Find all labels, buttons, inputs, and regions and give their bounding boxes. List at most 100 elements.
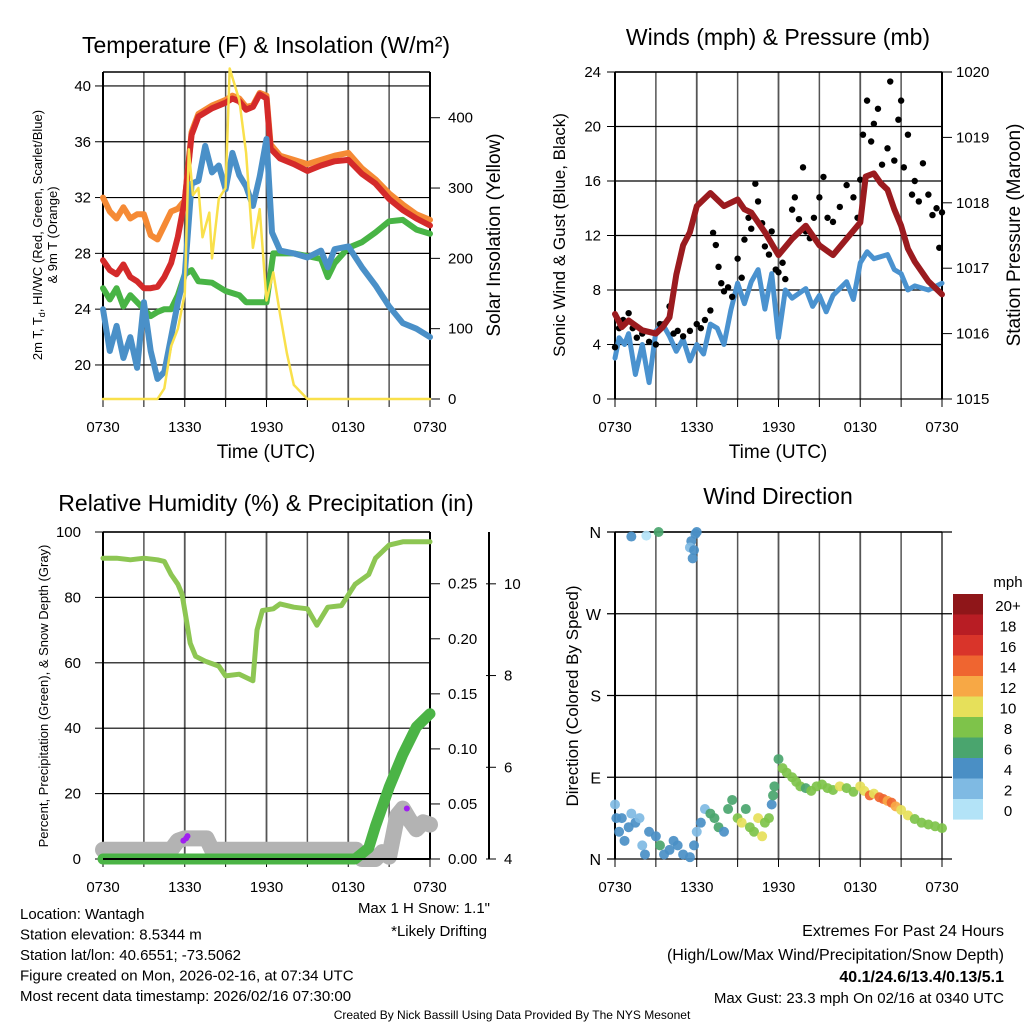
gust-point xyxy=(884,145,891,152)
y2-tick-label: 0.15 xyxy=(448,686,477,703)
wind-direction-point xyxy=(634,813,645,824)
x-tick-label: 0730 xyxy=(86,419,119,436)
wind-direction-point xyxy=(641,530,652,541)
y-tick-label: 40 xyxy=(64,720,81,737)
chart-title: Winds (mph) & Pressure (mb) xyxy=(626,24,930,50)
wind-direction-point xyxy=(684,852,695,863)
gust-point xyxy=(867,138,875,145)
credit-line: Created By Nick Bassill Using Data Provi… xyxy=(334,1008,691,1022)
gust-point xyxy=(933,205,940,212)
y-tick-label: 32 xyxy=(74,190,91,207)
panel-1: 0730 1330 1930 0130 073020242832364001002003… xyxy=(30,32,505,463)
y-axis-label-line2: & 9m T (Orange) xyxy=(45,186,60,283)
gust-point xyxy=(745,214,752,221)
gust-point xyxy=(686,327,694,335)
wind-direction-point xyxy=(723,804,734,815)
colorbar-label: 20+ xyxy=(995,598,1021,615)
wind-direction-point xyxy=(896,804,907,815)
colorbar-label: 14 xyxy=(1000,660,1017,677)
extremes-subtitle: (High/Low/Max Wind/Precipitation/Snow De… xyxy=(667,947,1004,964)
y-tick-label: 36 xyxy=(74,134,91,151)
x-tick-label: 1330 xyxy=(168,879,201,896)
wind-direction-point xyxy=(637,840,648,851)
y-tick-label: 16 xyxy=(584,173,601,190)
colorbar-swatch xyxy=(953,676,983,697)
y2-tick-label: 200 xyxy=(448,250,473,267)
gust-point xyxy=(709,229,717,236)
gust-point xyxy=(897,97,905,104)
x-tick-label: 1330 xyxy=(168,419,201,436)
colorbar-swatch xyxy=(953,758,983,779)
wind-direction-point xyxy=(654,840,665,851)
series-precipitation xyxy=(97,708,436,865)
y2-tick-label: 1019 xyxy=(956,129,989,146)
y-tick-label: 12 xyxy=(584,228,601,245)
station-location: Location: Wantagh xyxy=(20,906,145,923)
gust-point xyxy=(936,244,943,251)
gust-point xyxy=(775,269,782,276)
y3-tick-label: 6 xyxy=(504,759,512,776)
y-axis-label-part: , HI/WC (Red, Green, Scarlet/Blue) xyxy=(30,110,45,312)
series-station-pressure xyxy=(612,170,945,337)
colorbar-swatch xyxy=(953,614,983,636)
gust-point xyxy=(697,324,705,332)
footer: Location: Wantagh Station elevation: 8.53… xyxy=(20,906,1004,1022)
y-tick-label: 0 xyxy=(593,391,601,408)
y-tick-label: 20 xyxy=(64,786,81,803)
drifting-point xyxy=(184,833,191,840)
wind-direction-point xyxy=(695,817,706,828)
gust-point xyxy=(863,97,871,104)
x-tick-label: 0730 xyxy=(598,879,631,896)
gust-point xyxy=(887,78,894,85)
gust-point xyxy=(701,316,709,324)
y2-tick-label: 0 xyxy=(448,391,456,408)
wind-direction-point xyxy=(719,826,729,837)
y-tick-label: 24 xyxy=(584,64,601,81)
gust-point xyxy=(679,333,687,340)
gust-point xyxy=(707,307,714,314)
x-tick-label: 0730 xyxy=(925,419,958,436)
colorbar-title: mph xyxy=(993,574,1022,591)
gust-point xyxy=(734,255,741,262)
wind-direction-point xyxy=(848,786,859,797)
station-created: Figure created on Mon, 2026-02-16, at 07… xyxy=(20,968,354,985)
station-recent: Most recent data timestamp: 2026/02/16 0… xyxy=(20,988,351,1005)
gust-point xyxy=(728,293,736,301)
gust-point xyxy=(645,338,653,345)
gust-point xyxy=(908,191,916,198)
gust-point xyxy=(904,131,912,138)
colorbar-swatch xyxy=(953,655,983,677)
gust-point xyxy=(900,164,908,171)
y-tick-label: N xyxy=(589,525,601,542)
wind-direction-point xyxy=(773,754,784,765)
gust-point xyxy=(674,327,681,335)
panel-4: 0730 1330 1930 0130 0730 N W S E N Wind Direction D… xyxy=(563,483,959,896)
wind-direction-point xyxy=(614,826,625,837)
wind-direction-point xyxy=(653,527,664,537)
series-2m-t xyxy=(100,91,433,292)
wind-direction-point xyxy=(757,831,768,842)
max-snow-label: Max 1 H Snow: 1.1" xyxy=(358,900,490,917)
gust-point xyxy=(919,160,927,167)
gust-point xyxy=(720,288,728,295)
colorbar-swatch xyxy=(953,594,983,615)
y2-tick-label: 0.10 xyxy=(448,741,477,758)
max-gust: Max Gust: 23.3 mph On 02/16 at 0340 UTC xyxy=(714,990,1004,1007)
y-tick-label: N xyxy=(589,852,601,869)
series-hi-wc xyxy=(100,136,433,382)
chart-title: Temperature (F) & Insolation (W/m²) xyxy=(82,32,450,58)
y-tick-label: 80 xyxy=(64,589,81,606)
colorbar-label: 18 xyxy=(1000,619,1017,636)
gust-point xyxy=(761,243,769,250)
y-tick-label: 20 xyxy=(584,119,601,136)
colorbar-label: 0 xyxy=(1004,803,1012,820)
y2-tick-label: 1018 xyxy=(956,195,989,212)
x-tick-label: 1930 xyxy=(250,879,283,896)
gust-point xyxy=(791,194,799,201)
y2-tick-label: 0.00 xyxy=(448,851,477,868)
gust-point xyxy=(799,164,807,171)
gust-point xyxy=(859,131,867,138)
x-tick-label: 0730 xyxy=(598,419,631,436)
wind-direction-point xyxy=(689,545,700,556)
